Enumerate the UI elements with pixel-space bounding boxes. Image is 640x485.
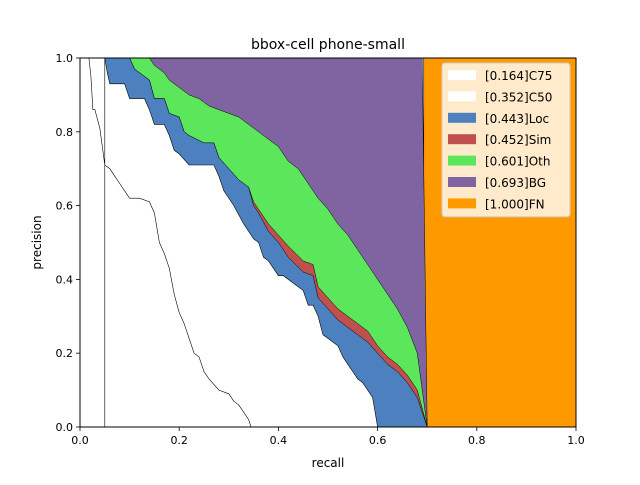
- y-tick-label: 0.6: [56, 200, 74, 213]
- axis-ticks: 0.00.0 0.2 0.2 0.4 0.4 0.6 0.6 0.8 0.8 1.0 1.0: [56, 52, 585, 447]
- plot-frame: [79, 57, 577, 428]
- legend-label: [0.164]C75: [485, 69, 552, 83]
- legend-label: [0.352]C50: [485, 90, 552, 104]
- plot-area: [88, 57, 577, 428]
- legend-label: [1.000]FN: [485, 197, 545, 211]
- x-tick-label: 0.0: [71, 434, 89, 447]
- legend-swatch: [448, 112, 476, 123]
- legend-label: [0.452]Sim: [485, 133, 551, 147]
- c50-area: [104, 57, 378, 428]
- legend-label: [0.693]BG: [485, 176, 546, 190]
- y-tick-label: 0.0: [56, 421, 74, 434]
- legend-swatch: [448, 70, 476, 80]
- y-tick-label: 1.0: [56, 52, 74, 65]
- legend-swatch: [448, 198, 476, 209]
- legend-label: [0.443]Loc: [485, 112, 549, 126]
- legend-swatch: [448, 155, 476, 166]
- x-tick-label: 1.0: [567, 434, 585, 447]
- x-axis-label: recall: [312, 456, 345, 470]
- x-tick-label: 0.2: [170, 434, 188, 447]
- y-tick-label: 0.2: [56, 347, 74, 360]
- legend-swatch: [448, 134, 476, 145]
- legend: [0.164]C75 [0.352]C50 [0.443]Loc [0.452]Sim…: [441, 62, 571, 218]
- legend-swatch: [448, 177, 476, 187]
- y-tick-label: 0.4: [56, 273, 74, 286]
- y-tick-label: 0.8: [56, 126, 74, 139]
- legend-label: [0.601]Oth: [485, 155, 550, 169]
- y-axis-label: precision: [30, 215, 44, 269]
- chart-title: bbox-cell phone-small: [251, 37, 405, 53]
- x-tick-label: 0.8: [468, 434, 486, 447]
- x-tick-label: 0.4: [270, 434, 288, 447]
- x-tick-label: 0.6: [369, 434, 387, 447]
- c75-line: [88, 57, 252, 428]
- legend-swatch: [448, 91, 476, 102]
